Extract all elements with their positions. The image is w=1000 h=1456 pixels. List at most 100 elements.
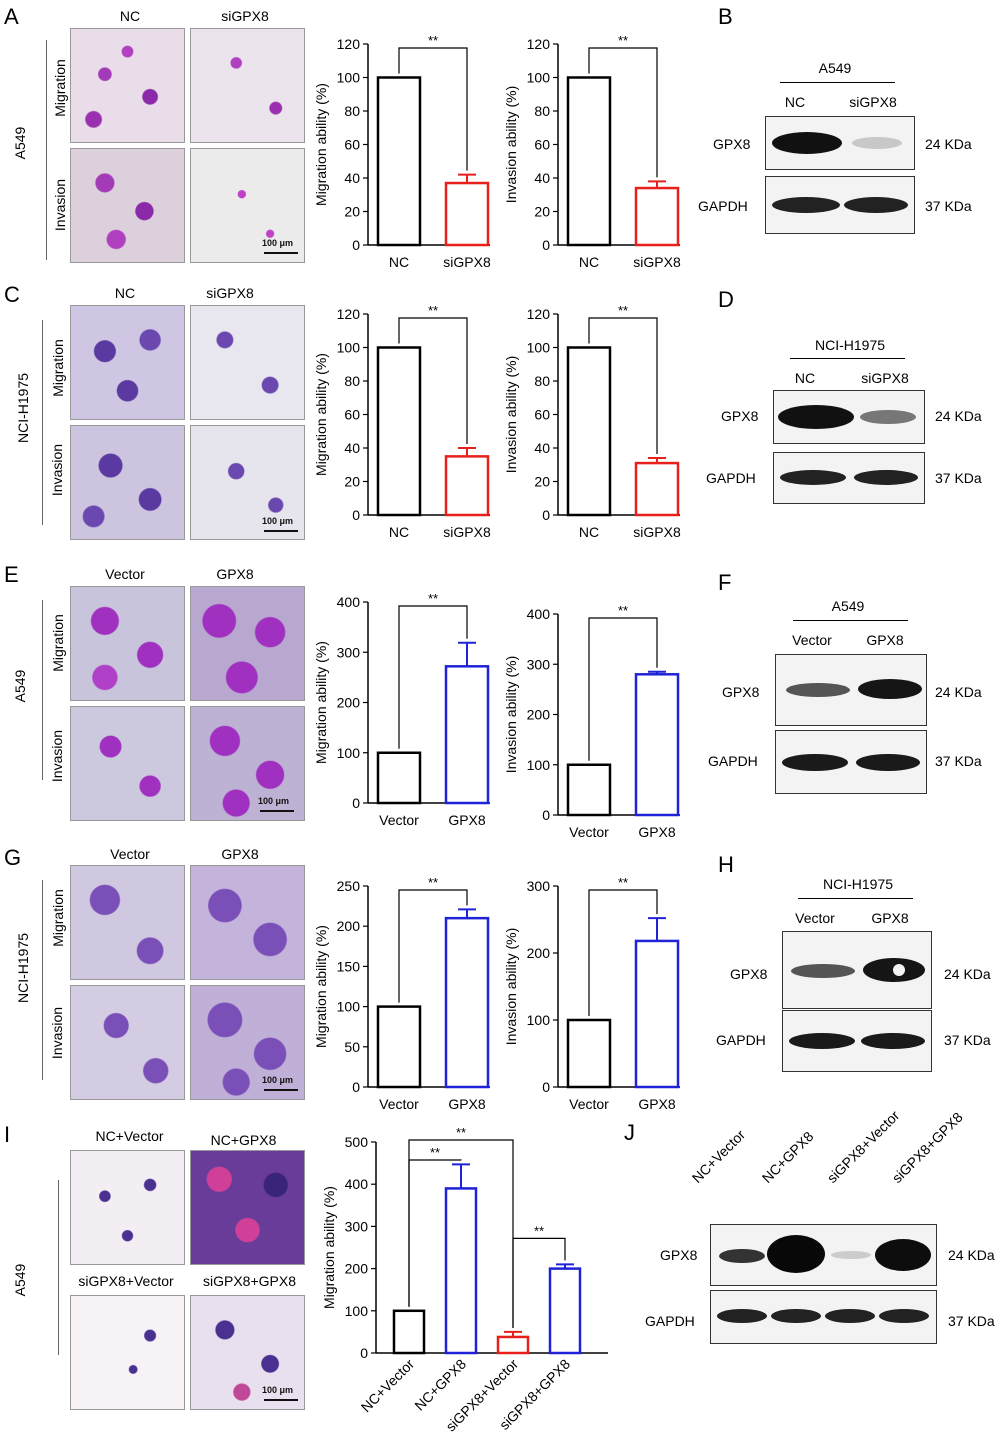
y-tick-label: 100 [527, 1012, 551, 1028]
panel-letter-j: J [624, 1120, 635, 1145]
y-axis-label: Invasion ability (%) [503, 656, 519, 774]
band-size: 37 KDa [944, 1032, 991, 1048]
y-tick-label: 200 [337, 918, 361, 934]
group-underline [790, 358, 905, 359]
band-size: 24 KDa [925, 136, 972, 152]
band-size: 37 KDa [935, 753, 982, 769]
bar [444, 455, 490, 517]
significance-label: ** [534, 1223, 544, 1238]
y-tick-label: 0 [352, 507, 360, 523]
bar [566, 76, 612, 247]
band-label-gpx8: GPX8 [730, 966, 768, 982]
chart-c-invasion: 0 20 40 60 80 100 120 Invasion ability (%) NC siG… [503, 303, 681, 540]
x-tick-label: siGPX8 [443, 524, 491, 540]
lane-label: GPX8 [871, 910, 909, 926]
y-axis-label: Migration ability (%) [313, 353, 329, 476]
panel-letter-h: H [718, 852, 734, 877]
cell-line-label: NCI-H1975 [15, 372, 31, 444]
lane-label: NC [784, 94, 806, 110]
panel-letter-b: B [718, 4, 733, 29]
y-tick-label: 300 [337, 644, 361, 660]
significance-label: ** [618, 603, 628, 618]
bar [376, 346, 422, 517]
chart-a-migration: 0 20 40 60 80 100 120 Migration ability (%) NC si… [313, 33, 491, 270]
band-size: 24 KDa [935, 684, 982, 700]
x-tick-label: GPX8 [638, 824, 676, 840]
x-tick-label: NC [389, 524, 409, 540]
panel-letter-a: A [4, 4, 19, 29]
lane-label: GPX8 [866, 632, 904, 648]
bar [376, 76, 422, 247]
lane-label: NC [794, 370, 816, 386]
y-tick-label: 80 [534, 103, 550, 119]
y-tick-label: 150 [337, 958, 361, 974]
y-tick-label: 100 [337, 70, 361, 86]
cell-line-label: A549 [831, 598, 865, 614]
y-tick-label: 60 [344, 407, 360, 423]
band-size: 37 KDa [935, 470, 982, 486]
cell-line-label: NCI-H1975 [822, 876, 894, 892]
y-axis-label: Migration ability (%) [321, 1186, 337, 1309]
micrograph-gpx8-invasion [190, 985, 305, 1100]
panel-letter-d: D [718, 287, 734, 312]
y-tick-label: 120 [527, 36, 551, 52]
significance-label: ** [618, 875, 628, 890]
y-tick-label: 100 [337, 340, 361, 356]
significance-bracket [398, 605, 468, 749]
bar [444, 1187, 478, 1355]
column-label: Vector [105, 566, 145, 582]
column-label: GPX8 [216, 566, 254, 582]
bar [634, 461, 680, 517]
chart-i-migration: 0 100 200 300 400 500 Migration ability (%) NC+… [321, 1125, 608, 1435]
x-tick-label: siGPX8 [633, 254, 681, 270]
scale-bar [264, 252, 298, 254]
blot-gapdh [765, 176, 915, 234]
cell-line-label: A549 [12, 669, 28, 703]
micrograph-sigpx8-gpx8 [190, 1295, 305, 1410]
y-tick-label: 0 [542, 507, 550, 523]
bar [376, 751, 422, 805]
group-underline [793, 620, 908, 621]
row-label: Invasion [52, 178, 68, 232]
band-label-gapdh: GAPDH [645, 1313, 695, 1329]
scale-bar-label: 100 μm [262, 238, 294, 248]
y-tick-label: 60 [344, 137, 360, 153]
row-label: Migration [50, 614, 66, 672]
significance-bracket [588, 47, 658, 178]
lane-label: NC+Vector [688, 1126, 749, 1186]
panel-letter-i: I [4, 1122, 11, 1147]
band-size: 37 KDa [948, 1313, 995, 1329]
micrograph-sigpx8-migration [190, 28, 305, 143]
y-tick-label: 120 [337, 306, 361, 322]
panel-letter-f: F [718, 570, 732, 595]
bar [566, 763, 612, 817]
y-tick-label: 40 [344, 170, 360, 186]
blot-gpx8 [710, 1224, 937, 1286]
band-label-gpx8: GPX8 [721, 408, 759, 424]
bar [392, 1309, 426, 1355]
significance-label: ** [428, 303, 438, 318]
band-label-gapdh: GAPDH [716, 1032, 766, 1048]
y-tick-label: 0 [352, 237, 360, 253]
significance-bracket [398, 47, 468, 171]
y-tick-label: 80 [534, 373, 550, 389]
x-tick-label: NC [579, 254, 599, 270]
x-tick-label: siGPX8 [633, 524, 681, 540]
x-tick-label: NC [389, 254, 409, 270]
bar [566, 1018, 612, 1089]
y-tick-label: 400 [337, 594, 361, 610]
y-tick-label: 200 [527, 707, 551, 723]
band-size: 37 KDa [925, 198, 972, 214]
y-tick-label: 60 [534, 407, 550, 423]
significance-label: ** [430, 1145, 440, 1160]
y-tick-label: 0 [352, 1079, 360, 1095]
scale-bar-label: 100 μm [258, 796, 290, 806]
y-tick-label: 300 [527, 656, 551, 672]
significance-bracket [588, 317, 658, 455]
y-tick-label: 20 [344, 204, 360, 220]
column-label: NC+GPX8 [210, 1132, 277, 1148]
band-size: 24 KDa [944, 966, 991, 982]
micrograph-nc-invasion [70, 148, 185, 263]
x-tick-label: siGPX8 [443, 254, 491, 270]
band-label-gapdh: GAPDH [706, 470, 756, 486]
